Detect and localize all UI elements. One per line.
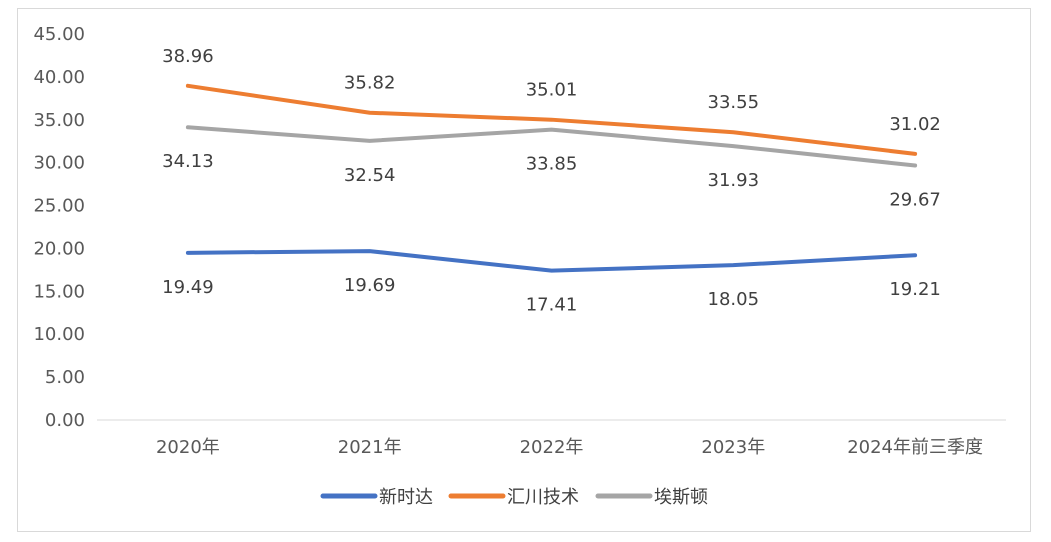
series-lines xyxy=(185,83,918,273)
series-line-0 xyxy=(185,249,918,273)
y-tick-label: 30.00 xyxy=(33,153,85,174)
data-label: 19.49 xyxy=(162,277,214,298)
legend-label: 新时达 xyxy=(379,487,433,508)
legend: 新时达 汇川技术 埃斯顿 xyxy=(320,487,708,508)
y-tick-label: 45.00 xyxy=(33,24,85,45)
y-axis-ticks: 0.00 5.00 10.00 15.00 20.00 25.00 30.00 35.00 40… xyxy=(33,24,85,431)
series-line-2 xyxy=(185,125,918,168)
y-tick-label: 10.00 xyxy=(33,324,85,345)
data-label: 35.82 xyxy=(344,73,396,94)
y-tick-label: 15.00 xyxy=(33,281,85,302)
y-tick-label: 5.00 xyxy=(45,367,85,388)
x-axis-ticks: 2020年 2021年 2022年 2023年 2024年前三季度 xyxy=(156,437,983,458)
x-tick-label: 2024年前三季度 xyxy=(847,437,983,458)
x-tick-label: 2020年 xyxy=(156,437,220,458)
data-label: 34.13 xyxy=(162,151,214,172)
legend-label: 汇川技术 xyxy=(507,487,579,508)
x-tick-label: 2021年 xyxy=(338,437,402,458)
data-label: 38.96 xyxy=(162,46,214,67)
data-labels: 19.49 19.69 17.41 18.05 19.21 38.96 35.82 35.01… xyxy=(162,46,941,316)
data-label: 19.69 xyxy=(344,275,396,296)
data-label: 33.55 xyxy=(708,92,760,113)
y-tick-label: 0.00 xyxy=(45,410,85,431)
data-label: 18.05 xyxy=(708,289,760,310)
y-tick-label: 40.00 xyxy=(33,67,85,88)
data-label: 32.54 xyxy=(344,165,396,186)
data-label: 33.85 xyxy=(526,154,578,175)
data-label: 17.41 xyxy=(526,295,578,316)
data-label: 29.67 xyxy=(889,189,941,210)
x-tick-label: 2022年 xyxy=(520,437,584,458)
data-label: 19.21 xyxy=(889,279,941,300)
y-tick-label: 20.00 xyxy=(33,238,85,259)
data-label: 31.02 xyxy=(889,114,941,135)
data-label: 35.01 xyxy=(526,80,578,101)
series-line-1 xyxy=(185,83,918,156)
y-tick-label: 35.00 xyxy=(33,110,85,131)
chart-frame xyxy=(17,8,1031,532)
x-tick-label: 2023年 xyxy=(701,437,765,458)
y-tick-label: 25.00 xyxy=(33,196,85,217)
data-label: 31.93 xyxy=(708,170,760,191)
legend-label: 埃斯顿 xyxy=(654,487,708,508)
